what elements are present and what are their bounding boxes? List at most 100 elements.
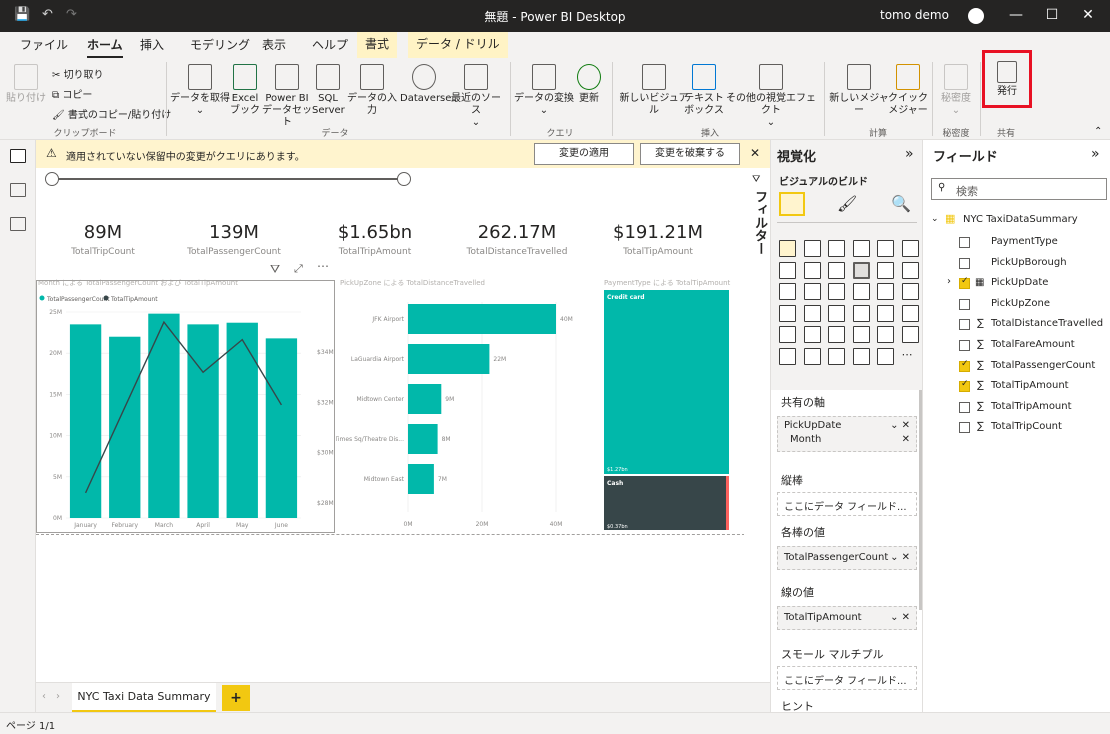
- field-checkbox[interactable]: [959, 257, 970, 269]
- tab-help[interactable]: ヘルプ: [312, 38, 349, 52]
- visual-type-icon[interactable]: [901, 304, 919, 322]
- visual-type-icon[interactable]: [779, 240, 796, 257]
- visual-type-icon[interactable]: [828, 304, 845, 322]
- visual-type-icon[interactable]: [828, 283, 845, 300]
- pbi-dataset-button[interactable]: Power BI データセット: [262, 64, 312, 129]
- field-name[interactable]: PaymentType: [991, 236, 1058, 247]
- field-name[interactable]: PickUpZone: [991, 297, 1051, 309]
- visual-type-icon[interactable]: [852, 283, 870, 300]
- field-checkbox[interactable]: [959, 237, 970, 248]
- visual-type-icon[interactable]: [803, 326, 821, 343]
- excel-workbook-button[interactable]: Excel ブック: [230, 64, 260, 117]
- sensitivity-button[interactable]: 秘密度 ⌄: [936, 64, 976, 117]
- kpi-card[interactable]: 139M TotalPassengerCount: [164, 222, 304, 257]
- more-visuals-icon[interactable]: ⋯: [901, 347, 913, 361]
- visual-type-icon[interactable]: [877, 240, 894, 257]
- visual-type-icon[interactable]: [828, 261, 845, 279]
- tab-file[interactable]: ファイル: [20, 38, 69, 52]
- visual-type-icon[interactable]: [901, 283, 919, 300]
- new-visual-button[interactable]: 新しいビジュアル: [618, 64, 690, 117]
- visual-type-icon[interactable]: [803, 261, 821, 279]
- visual-type-icon[interactable]: [877, 347, 894, 365]
- kpi-card[interactable]: $191.21M TotalTipAmount: [588, 222, 728, 257]
- column-series-well[interactable]: ここにデータ フィールド...: [777, 492, 917, 516]
- field-name[interactable]: PickUpBorough: [991, 256, 1067, 268]
- field-checkbox[interactable]: [959, 379, 970, 393]
- field-name[interactable]: TotalTripCount: [991, 421, 1062, 433]
- visual-type-icon[interactable]: [852, 240, 870, 257]
- field-name[interactable]: TotalPassengerCount: [991, 359, 1096, 371]
- apply-changes-button[interactable]: 変更の適用: [534, 143, 634, 165]
- visual-type-icon[interactable]: [901, 240, 919, 257]
- quick-measure-button[interactable]: クイック メジャー: [888, 64, 928, 117]
- tab-format[interactable]: 書式: [357, 32, 398, 58]
- visual-type-icon[interactable]: [852, 304, 870, 322]
- collapse-table-icon[interactable]: ⌄: [931, 214, 939, 224]
- format-visual-icon[interactable]: 🖌: [837, 194, 858, 213]
- ribbon-collapse-icon[interactable]: ⌃: [1094, 126, 1103, 137]
- discard-changes-button[interactable]: 変更を破棄する: [640, 143, 740, 165]
- visual-type-icon[interactable]: [852, 326, 870, 343]
- treemap-chart[interactable]: Credit card $1.27bn Cash $0.37bn: [602, 288, 732, 532]
- collapse-pane-icon[interactable]: »: [1091, 146, 1100, 162]
- maximize-icon[interactable]: ☐: [1045, 7, 1059, 23]
- copy-button[interactable]: ⧉ コピー: [52, 90, 93, 101]
- visual-type-icon[interactable]: [828, 240, 845, 257]
- field-name[interactable]: TotalDistanceTravelled: [991, 318, 1104, 330]
- visual-type-icon[interactable]: [828, 326, 845, 343]
- shared-axis-well[interactable]: PickUpDate ⌄ ✕ Month ✕: [777, 416, 917, 452]
- field-chip[interactable]: Month ✕: [790, 434, 910, 445]
- field-checkbox[interactable]: [959, 319, 970, 331]
- tab-data-drill[interactable]: データ / ドリル: [408, 32, 508, 58]
- tab-insert[interactable]: 挿入: [140, 38, 165, 52]
- next-page-icon[interactable]: ›: [56, 691, 60, 702]
- table-name[interactable]: NYC TaxiDataSummary: [963, 214, 1078, 225]
- visual-type-icon[interactable]: [877, 283, 894, 300]
- page-tab-active[interactable]: NYC Taxi Data Summary: [72, 683, 216, 713]
- field-checkbox[interactable]: [959, 401, 970, 413]
- visual-type-icon[interactable]: [828, 347, 845, 365]
- column-values-well[interactable]: TotalPassengerCount ⌄ ✕: [777, 546, 917, 570]
- publish-button[interactable]: 発行: [982, 50, 1032, 108]
- filter-icon[interactable]: ⛛: [270, 262, 281, 276]
- model-view-icon[interactable]: [10, 217, 26, 231]
- user-name[interactable]: tomo demo: [880, 8, 949, 22]
- format-painter-button[interactable]: 🖌 書式のコピー/貼り付け: [52, 110, 172, 121]
- dataverse-button[interactable]: Dataverse: [400, 64, 451, 105]
- visual-type-icon[interactable]: [803, 304, 821, 322]
- visual-type-icon[interactable]: [779, 326, 796, 343]
- analytics-icon[interactable]: 🔍: [891, 194, 911, 213]
- refresh-button[interactable]: 更新: [574, 64, 604, 105]
- field-checkbox[interactable]: [959, 298, 970, 310]
- field-name[interactable]: PickUpDate: [991, 277, 1049, 289]
- expand-icon[interactable]: ›: [947, 276, 951, 288]
- more-visuals-button[interactable]: その他の視覚エフェクト ⌄: [722, 64, 820, 129]
- get-data-button[interactable]: データを取得 ⌄: [170, 64, 230, 117]
- horizontal-bar-chart[interactable]: 0M 20M 40M JFK Airport 40M LaGuardia Airport 2…: [336, 280, 600, 534]
- scrollbar[interactable]: [919, 390, 923, 610]
- avatar[interactable]: [968, 8, 984, 24]
- close-icon[interactable]: ✕: [1082, 7, 1094, 23]
- undo-icon[interactable]: ↶: [42, 7, 53, 22]
- more-options-icon[interactable]: ⋯: [317, 259, 329, 273]
- filters-pane-collapsed[interactable]: ⛛ フィルター: [744, 168, 770, 682]
- visual-type-icon[interactable]: [877, 304, 894, 322]
- small-multiples-well[interactable]: ここにデータ フィールド...: [777, 666, 917, 690]
- visual-type-icon[interactable]: [779, 347, 796, 365]
- visual-type-icon[interactable]: [901, 261, 919, 279]
- visual-type-icon[interactable]: [901, 326, 919, 343]
- visual-type-icon[interactable]: [877, 326, 894, 343]
- search-input[interactable]: ⚲ 検索: [931, 178, 1107, 200]
- minimize-icon[interactable]: —: [1009, 7, 1023, 23]
- field-name[interactable]: TotalFareAmount: [991, 339, 1075, 350]
- slider-handle-start[interactable]: [45, 172, 59, 186]
- collapse-pane-icon[interactable]: »: [905, 146, 914, 162]
- field-checkbox[interactable]: [959, 422, 970, 434]
- save-icon[interactable]: 💾: [14, 7, 31, 22]
- combo-chart[interactable]: TotalPassengerCount TotalTipAmount 0M 5M 10M…: [36, 280, 336, 534]
- remove-icon[interactable]: ✕: [901, 434, 910, 445]
- tab-modeling[interactable]: モデリング: [190, 38, 251, 52]
- kpi-card[interactable]: $1.65bn TotalTripAmount: [305, 222, 445, 257]
- recent-sources-button[interactable]: 最近のソース ⌄: [448, 64, 504, 129]
- field-checkbox[interactable]: [959, 276, 970, 290]
